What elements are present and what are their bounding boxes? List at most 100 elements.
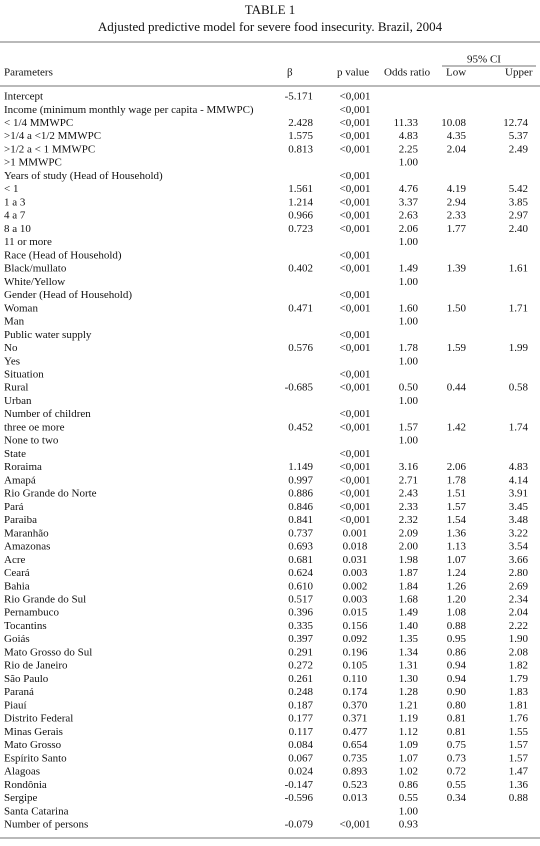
cell-p-value: 0.031 [343, 554, 368, 566]
cell-beta: 0.261 [288, 673, 313, 685]
cell-ci-low: 0.81 [447, 713, 466, 725]
cell-ci-low: 0.80 [447, 699, 467, 711]
cell-ci-low: 1.13 [447, 541, 467, 553]
cell-odds-ratio: 1.00 [399, 316, 419, 328]
cell-ci-upper: 2.80 [509, 567, 529, 579]
cell-odds-ratio: 11.33 [394, 117, 419, 129]
cell-p-value: <0,001 [340, 289, 371, 301]
cell-odds-ratio: 1.84 [399, 580, 419, 592]
ci-label: 95% CI [467, 54, 501, 66]
cell-beta: 0.997 [288, 474, 313, 486]
cell-odds-ratio: 1.00 [399, 157, 419, 169]
cell-parameter: Income (minimum monthly wage per capita … [4, 104, 254, 116]
cell-ci-low: 1.57 [447, 501, 467, 513]
cell-ci-low: 1.26 [447, 580, 467, 592]
cell-parameter: Rio Grande do Sul [4, 594, 86, 606]
cell-odds-ratio: 2.06 [399, 223, 419, 235]
cell-ci-low: 1.20 [447, 594, 467, 606]
cell-ci-low: 1.51 [447, 488, 466, 500]
cell-ci-low: 0.81 [447, 726, 466, 738]
cell-odds-ratio: 3.37 [399, 196, 419, 208]
cell-ci-upper: 2.34 [509, 594, 529, 606]
cell-beta: 0.067 [288, 752, 313, 764]
cell-beta: 0.517 [288, 594, 313, 606]
cell-ci-upper: 12.74 [503, 117, 528, 129]
cell-odds-ratio: 1.34 [399, 646, 419, 658]
header-ci-low: Low [446, 67, 466, 79]
cell-parameter: Sergipe [4, 792, 38, 804]
cell-odds-ratio: 1.49 [399, 263, 419, 275]
cell-ci-low: 0.86 [447, 646, 467, 658]
cell-p-value: <0,001 [340, 408, 371, 420]
cell-p-value: 0.105 [343, 660, 368, 672]
header-parameter: Parameters [4, 67, 53, 79]
cell-parameter: Pernambuco [4, 607, 59, 619]
cell-beta: 0.841 [288, 514, 313, 526]
cell-beta: -0.596 [285, 792, 314, 804]
cell-odds-ratio: 1.87 [399, 567, 419, 579]
cell-parameter: >1 MMWPC [4, 157, 62, 169]
cell-beta: 0.396 [288, 607, 313, 619]
cell-beta: 0.966 [288, 210, 313, 222]
cell-odds-ratio: 1.57 [399, 421, 419, 433]
cell-ci-upper: 1.83 [509, 686, 529, 698]
cell-parameter: Intercept [4, 91, 43, 103]
cell-parameter: No [4, 342, 18, 354]
cell-p-value: <0,001 [340, 382, 371, 394]
cell-odds-ratio: 1.21 [399, 699, 418, 711]
cell-parameter: 8 a 10 [4, 223, 31, 235]
cell-ci-upper: 4.83 [509, 461, 529, 473]
cell-ci-upper: 2.22 [509, 620, 528, 632]
cell-beta: 1.214 [288, 196, 313, 208]
cell-p-value: 0.196 [343, 646, 368, 658]
cell-parameter: Black/mullato [4, 263, 67, 275]
cell-parameter: Piauí [4, 699, 27, 711]
cell-odds-ratio: 3.16 [399, 461, 419, 473]
cell-parameter: Urban [4, 395, 32, 407]
cell-parameter: State [4, 448, 26, 460]
cell-parameter: Rio Grande do Norte [4, 488, 97, 500]
cell-beta: 0.248 [288, 686, 313, 698]
cell-parameter: Maranhão [4, 527, 49, 539]
cell-beta: 1.561 [288, 183, 313, 195]
cell-beta: 0.291 [288, 646, 313, 658]
cell-p-value: 0.174 [343, 686, 368, 698]
cell-beta: 1.575 [288, 130, 313, 142]
cell-parameter: < 1 [4, 183, 18, 195]
cell-beta: 0.024 [288, 766, 313, 778]
cell-odds-ratio: 0.50 [399, 382, 419, 394]
cell-ci-upper: 3.22 [509, 527, 528, 539]
cell-p-value: 0.477 [343, 726, 368, 738]
cell-ci-upper: 1.71 [509, 302, 528, 314]
cell-odds-ratio: 1.00 [399, 276, 419, 288]
header-p-value: p value [337, 67, 369, 79]
cell-ci-upper: 5.37 [509, 130, 529, 142]
cell-odds-ratio: 2.71 [399, 474, 418, 486]
cell-parameter: Roraima [4, 461, 42, 473]
cell-beta: 0.117 [289, 726, 314, 738]
cell-ci-low: 1.50 [447, 302, 467, 314]
cell-parameter: Yes [4, 355, 20, 367]
cell-ci-upper: 0.88 [509, 792, 529, 804]
cell-ci-low: 1.07 [447, 554, 467, 566]
cell-p-value: 0.018 [343, 541, 368, 553]
cell-p-value: <0,001 [340, 514, 371, 526]
cell-beta: 0.723 [288, 223, 313, 235]
cell-parameter: Minas Gerais [4, 726, 63, 738]
cell-p-value: <0,001 [340, 488, 371, 500]
cell-p-value: <0,001 [340, 421, 371, 433]
cell-ci-low: 0.94 [447, 673, 467, 685]
cell-parameter: 4 a 7 [4, 210, 26, 222]
cell-ci-low: 0.44 [447, 382, 467, 394]
cell-ci-low: 2.33 [447, 210, 467, 222]
cell-parameter: Mato Grosso [4, 739, 62, 751]
cell-ci-low: 10.08 [441, 117, 466, 129]
cell-p-value: <0,001 [340, 143, 371, 155]
cell-p-value: <0,001 [340, 461, 371, 473]
cell-p-value: <0,001 [340, 183, 371, 195]
cell-p-value: 0.370 [343, 699, 368, 711]
cell-ci-low: 4.35 [447, 130, 467, 142]
cell-parameter: Mato Grosso do Sul [4, 646, 92, 658]
cell-beta: 0.397 [288, 633, 313, 645]
cell-p-value: 0.523 [343, 779, 368, 791]
